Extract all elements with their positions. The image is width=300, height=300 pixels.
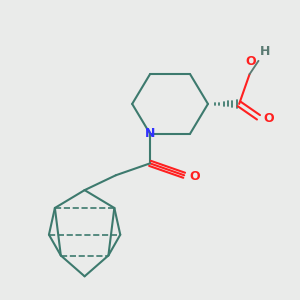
Text: O: O [263, 112, 274, 125]
Text: N: N [145, 127, 155, 140]
Text: H: H [260, 45, 270, 58]
Text: O: O [245, 55, 256, 68]
Text: O: O [189, 170, 200, 183]
